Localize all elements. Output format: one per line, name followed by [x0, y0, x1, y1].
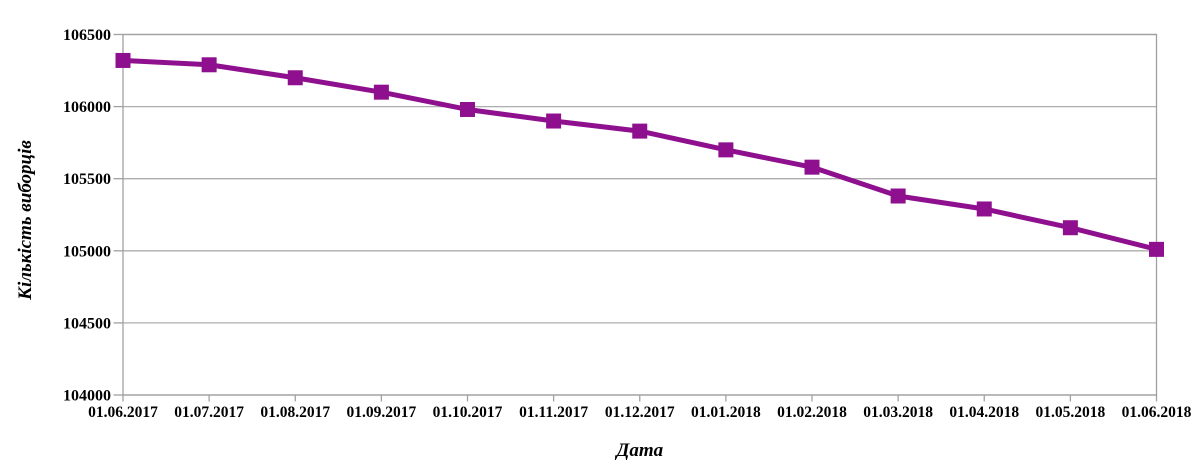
- x-tick-label: 01.12.2017: [605, 404, 675, 421]
- y-tick-label: 106000: [63, 99, 111, 116]
- data-point-marker: [460, 101, 475, 117]
- x-tick-label: 01.06.2017: [88, 404, 158, 421]
- axis-ticks: [113, 33, 1158, 402]
- x-tick-label: 01.01.2018: [691, 404, 761, 421]
- x-tick-label: 01.05.2018: [1036, 404, 1106, 421]
- data-point-marker: [804, 159, 820, 175]
- data-point-marker: [1149, 241, 1164, 257]
- x-tick-label: 01.10.2017: [433, 404, 503, 421]
- data-point-marker: [287, 70, 303, 86]
- x-tick-label: 01.07.2017: [174, 404, 244, 421]
- data-point-markers: [115, 52, 1164, 257]
- data-point-marker: [1062, 220, 1078, 236]
- x-axis-title: Дата: [614, 440, 663, 461]
- y-tick-label: 104000: [63, 388, 111, 405]
- x-tick-label: 01.04.2018: [949, 404, 1019, 421]
- data-point-marker: [890, 188, 906, 204]
- data-point-marker: [115, 52, 131, 68]
- data-point-marker: [373, 84, 389, 100]
- series-line: [122, 57, 1158, 252]
- y-tick-label: 106500: [63, 27, 111, 44]
- data-point-marker: [976, 201, 992, 217]
- y-tick-label: 104500: [63, 315, 111, 332]
- data-point-marker: [546, 113, 562, 129]
- data-series-line: [122, 57, 1158, 252]
- y-tick-labels: 106500 106000 105500 105000 104500 104000: [63, 27, 111, 405]
- x-tick-label: 01.08.2017: [260, 404, 330, 421]
- y-tick-label: 105000: [63, 243, 111, 260]
- x-tick-label: 01.11.2017: [519, 404, 588, 421]
- data-point-marker: [201, 57, 217, 73]
- x-tick-label: 01.09.2017: [347, 404, 417, 421]
- y-axis-title: Кількість виборців: [15, 140, 36, 301]
- x-tick-label: 01.02.2018: [777, 404, 847, 421]
- x-tick-label: 01.03.2018: [863, 404, 933, 421]
- data-point-marker: [718, 142, 734, 158]
- x-tick-label: 01.06.2018: [1122, 404, 1192, 421]
- data-point-marker: [632, 123, 648, 139]
- x-tick-labels: 01.06.2017 01.07.2017 01.08.2017 01.09.2017…: [88, 404, 1192, 421]
- y-tick-label: 105500: [63, 171, 111, 188]
